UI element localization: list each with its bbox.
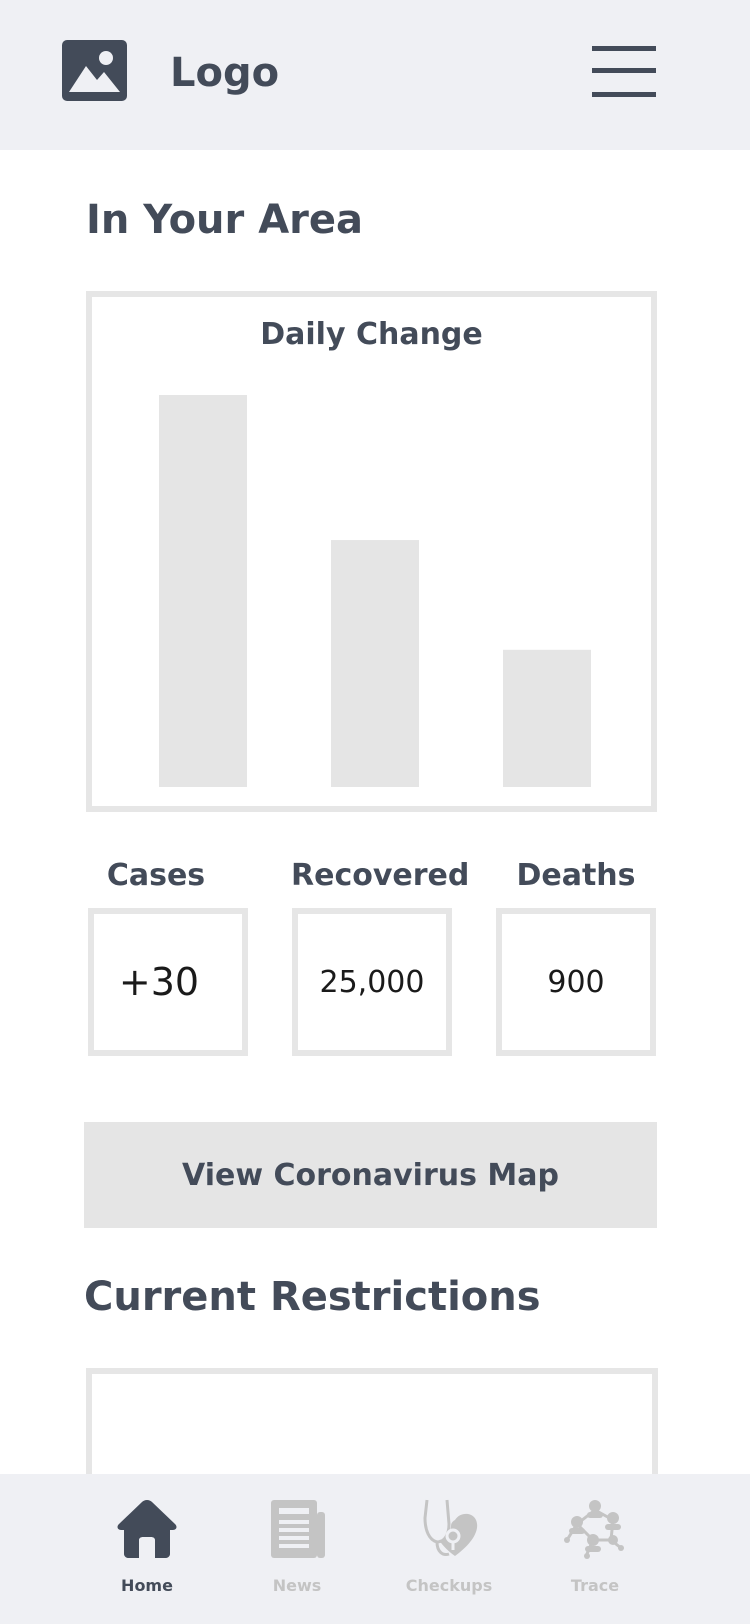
recovered-card: 25,000: [292, 908, 452, 1056]
hamburger-menu-icon[interactable]: [592, 46, 656, 98]
chart-title: Daily Change: [260, 317, 483, 352]
stethoscope-heart-icon: [423, 1499, 478, 1556]
nav-label-home: Home: [121, 1576, 173, 1595]
daily-change-chart: Daily Change: [86, 291, 657, 812]
chart-plot: [159, 395, 591, 787]
deaths-card: 900: [496, 908, 656, 1056]
chart-bar-2: [331, 540, 419, 787]
restrictions-card: [86, 1368, 658, 1478]
cases-card: +30: [88, 908, 248, 1056]
nav-label-news: News: [272, 1576, 322, 1595]
logo-text: Logo: [170, 50, 280, 96]
recovered-value: 25,000: [319, 964, 425, 1000]
chart-bar-1: [159, 395, 247, 787]
nav-item-home[interactable]: Home: [82, 1496, 212, 1606]
app-header: Logo: [0, 0, 750, 150]
area-title: In Your Area: [86, 197, 363, 243]
nav-label-checkups: Checkups: [405, 1576, 493, 1595]
view-map-button[interactable]: View Coronavirus Map: [84, 1122, 657, 1228]
chart-bar-3: [503, 649, 591, 787]
nav-item-trace[interactable]: Trace: [530, 1496, 660, 1606]
recovered-label: Recovered: [291, 858, 470, 893]
deaths-value: 900: [547, 964, 605, 1000]
nav-item-checkups[interactable]: Checkups: [384, 1496, 514, 1606]
image-icon: [62, 40, 127, 101]
restrictions-title: Current Restrictions: [84, 1274, 541, 1320]
cases-label: Cases: [106, 858, 206, 893]
newspaper-icon: [271, 1500, 325, 1558]
bottom-nav: Home News Checkups: [0, 1474, 750, 1624]
nav-item-news[interactable]: News: [232, 1496, 362, 1606]
cases-value: +30: [118, 960, 200, 1004]
home-icon: [117, 1500, 177, 1558]
nav-label-trace: Trace: [570, 1576, 620, 1595]
contact-trace-icon: [564, 1500, 624, 1559]
deaths-label: Deaths: [516, 858, 636, 893]
